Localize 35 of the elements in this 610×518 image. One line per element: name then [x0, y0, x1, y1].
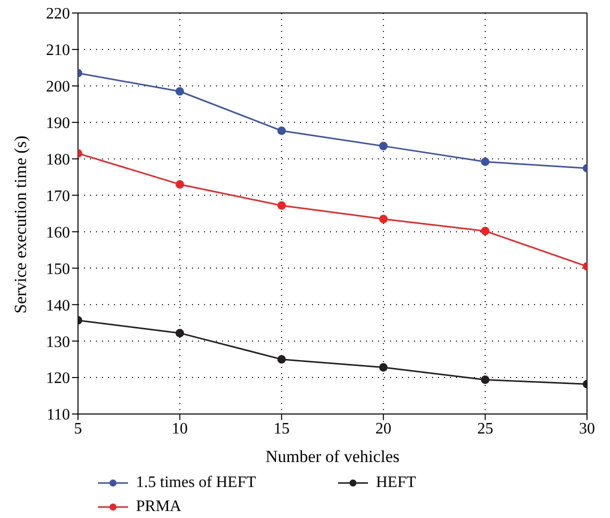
x-axis-title: Number of vehicles — [265, 447, 400, 466]
legend-label: PRMA — [136, 498, 182, 516]
y-tick-label: 200 — [46, 78, 70, 96]
x-tick-label: 10 — [172, 420, 188, 438]
x-tick-label: 5 — [74, 420, 82, 438]
point — [176, 87, 184, 96]
point — [379, 363, 388, 372]
y-tick-label: 160 — [46, 224, 70, 242]
point — [379, 142, 388, 150]
legend-label: HEFT — [376, 474, 416, 492]
point — [480, 157, 490, 166]
point — [379, 214, 388, 224]
y-tick-label: 150 — [46, 260, 70, 278]
point — [480, 375, 490, 384]
y-tick-label: 140 — [46, 297, 70, 314]
point — [176, 328, 184, 338]
y-tick-label: 170 — [46, 188, 70, 205]
y-tick-label: 180 — [46, 152, 70, 168]
legend-label: 1.5 times of HEFT — [136, 474, 256, 492]
y-tick-label: 220 — [46, 6, 70, 23]
point — [277, 201, 286, 210]
point — [480, 226, 490, 236]
y-tick-label: 130 — [46, 334, 70, 351]
y-axis-title: Service execution time (s) — [11, 136, 30, 314]
point — [176, 180, 184, 189]
x-tick-label: 25 — [477, 420, 494, 438]
y-tick-label: 190 — [46, 115, 70, 132]
x-tick-label: 20 — [375, 420, 392, 438]
x-tick-label: 15 — [274, 420, 290, 438]
x-tick-label: 30 — [579, 420, 595, 438]
point — [277, 126, 286, 135]
point — [277, 355, 286, 364]
y-tick-label: 110 — [46, 406, 70, 424]
y-tick-label: 120 — [46, 370, 70, 388]
y-tick-label: 210 — [46, 42, 70, 60]
